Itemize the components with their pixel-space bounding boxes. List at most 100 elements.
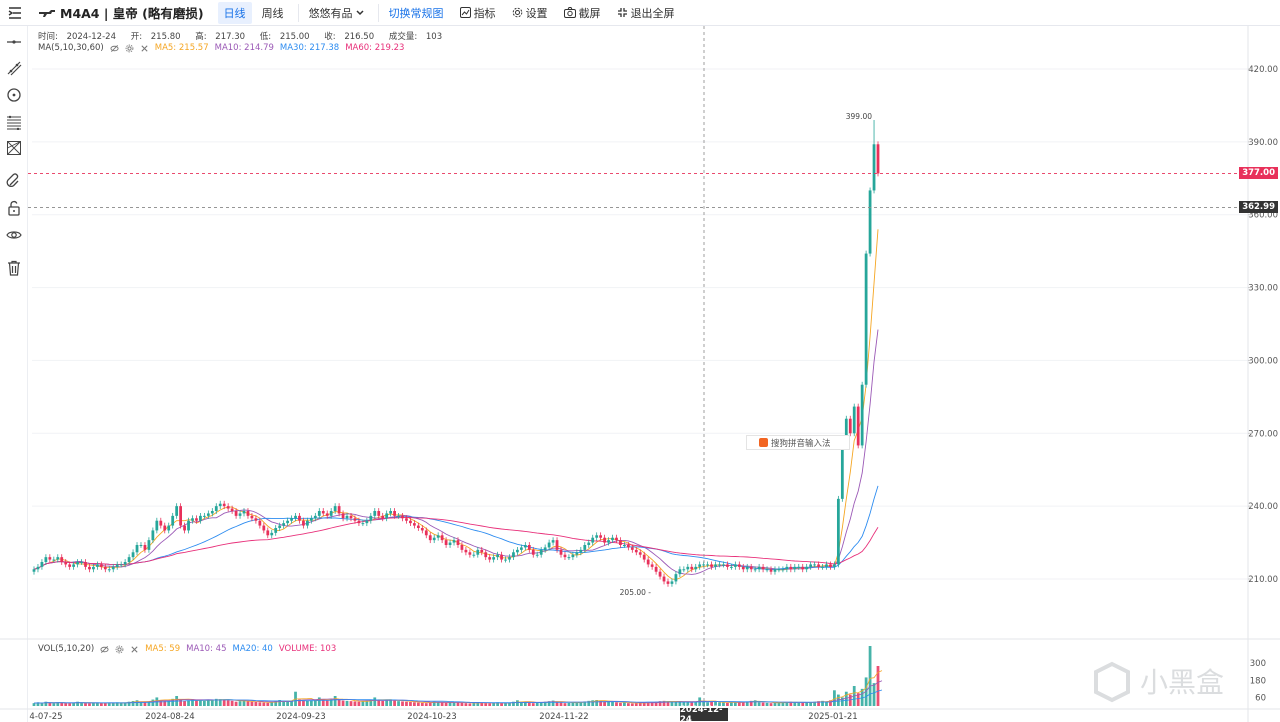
candle: [401, 512, 404, 522]
volume-bar: [611, 701, 614, 706]
candle-body: [64, 562, 68, 565]
candle-body: [187, 520, 190, 531]
volume-bar: [159, 700, 163, 706]
candle: [389, 508, 393, 517]
volume-bar: [619, 702, 622, 706]
candle-body: [468, 552, 472, 555]
candle: [686, 563, 690, 573]
screenshot-button[interactable]: 截屏: [558, 2, 607, 24]
candle-body: [218, 503, 222, 507]
volume-bar: [730, 702, 733, 706]
candle-body: [749, 566, 753, 570]
unlock-icon[interactable]: [4, 198, 24, 218]
candle: [127, 554, 131, 565]
menu-collapse-icon[interactable]: [0, 0, 30, 26]
close-icon[interactable]: [140, 44, 149, 53]
candle-body: [642, 554, 646, 560]
candle-body: [103, 566, 107, 570]
gear-icon[interactable]: [125, 44, 134, 53]
x-tick-label: 2024-09-23: [276, 712, 325, 722]
candle-body: [674, 574, 678, 582]
candle: [325, 510, 329, 519]
weekly-tab[interactable]: 周线: [261, 6, 284, 20]
volume-bar: [345, 700, 349, 706]
magnet-icon[interactable]: [4, 171, 24, 191]
fibonacci-lines-icon[interactable]: [4, 112, 24, 132]
volume-bar: [654, 701, 658, 706]
close-icon[interactable]: [130, 645, 139, 654]
volume-bar: [76, 701, 79, 706]
horizontal-line-icon[interactable]: [4, 32, 24, 52]
volume-bar: [333, 696, 337, 706]
gann-box-icon[interactable]: [4, 138, 24, 158]
candle: [603, 534, 606, 546]
daily-tab[interactable]: 日线: [217, 1, 252, 24]
eye-off-icon[interactable]: [110, 44, 119, 53]
volume-bar: [860, 688, 864, 706]
settings-button[interactable]: 设置: [506, 2, 554, 24]
candle: [666, 578, 670, 587]
candle: [741, 563, 745, 573]
candle-body: [836, 498, 840, 565]
volume-bar: [500, 703, 503, 706]
candle-body: [258, 520, 262, 526]
candle-body: [587, 542, 591, 545]
candle-body: [401, 515, 404, 519]
candle: [607, 537, 610, 546]
volume-bar: [96, 702, 99, 706]
volume-bar: [444, 702, 448, 706]
candle: [488, 554, 492, 563]
volume-bar: [183, 700, 186, 706]
indicators-button[interactable]: 指标: [454, 2, 502, 24]
candle-body: [666, 581, 670, 584]
volume-bar: [436, 702, 440, 706]
candle-body: [127, 557, 131, 562]
candle: [512, 549, 515, 561]
candle-body: [500, 554, 503, 560]
volume-bar: [278, 700, 282, 706]
volume-bar: [103, 703, 107, 706]
volume-bar: [813, 701, 816, 706]
candle: [409, 517, 412, 527]
volume-bar: [726, 702, 729, 706]
candle-body: [266, 530, 270, 536]
ma60-line: [33, 517, 879, 570]
candle: [630, 544, 634, 553]
gear-icon[interactable]: [115, 645, 124, 654]
trash-icon[interactable]: [4, 258, 24, 278]
candle: [298, 512, 301, 524]
source-dropdown[interactable]: 悠悠有品: [303, 2, 370, 24]
volume-bar: [258, 702, 262, 706]
x-tick-label: 4-07-25: [29, 712, 62, 722]
candle: [254, 515, 258, 524]
candle-body: [547, 542, 551, 548]
circle-tool-icon[interactable]: [4, 85, 24, 105]
volume-bar: [254, 702, 258, 706]
volume-bar: [650, 702, 654, 706]
trend-line-icon[interactable]: [4, 58, 24, 78]
volume-bar: [571, 702, 575, 706]
candle: [393, 508, 396, 519]
volume-bar: [856, 693, 860, 706]
volume-bar: [785, 702, 789, 706]
eye-off-icon[interactable]: [100, 645, 109, 654]
volume-bar: [773, 702, 777, 706]
exit-fullscreen-button[interactable]: 退出全屏: [611, 2, 681, 24]
candle-body: [361, 523, 365, 525]
candle-body: [48, 557, 52, 560]
candle-body: [353, 518, 357, 521]
volume-bar: [234, 701, 238, 706]
candle: [615, 534, 618, 544]
candle: [76, 559, 79, 568]
volume-bar: [567, 702, 571, 706]
candle-body: [206, 513, 210, 516]
divider: [297, 3, 299, 22]
candle: [761, 563, 765, 573]
candle-body: [575, 552, 579, 555]
eye-icon[interactable]: [4, 225, 24, 245]
switch-chart-button[interactable]: 切换常规图: [388, 6, 444, 20]
candle: [302, 517, 305, 529]
volume-bar: [413, 702, 416, 706]
volume-bar: [80, 702, 83, 706]
